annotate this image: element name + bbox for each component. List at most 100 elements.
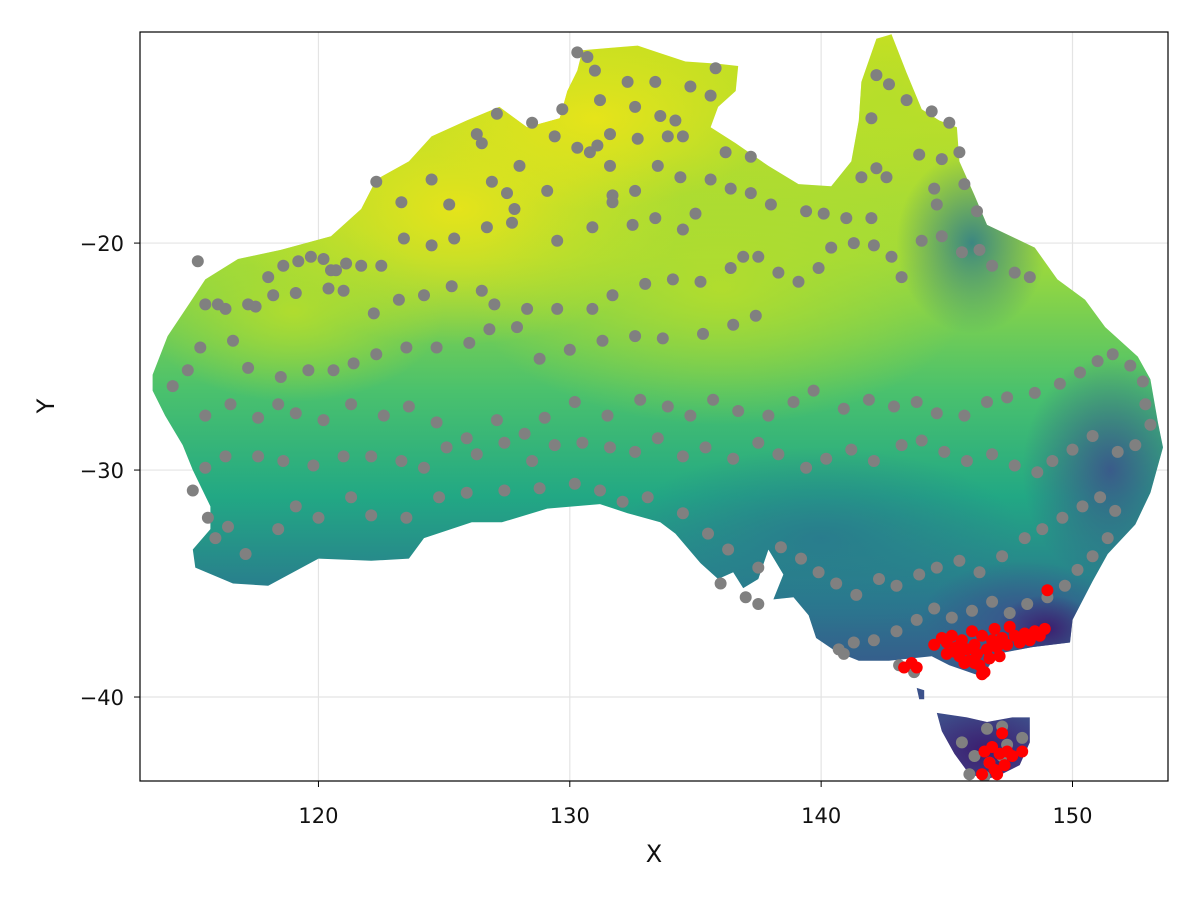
scatter-point (976, 668, 988, 681)
scatter-point (501, 187, 513, 200)
scatter-point (506, 216, 518, 229)
scatter-point (787, 396, 800, 408)
scatter-point (699, 441, 712, 454)
scatter-point (704, 89, 717, 102)
scatter-point (322, 282, 335, 295)
x-tick-label: 130 (550, 804, 590, 828)
scatter-point (1076, 500, 1089, 513)
scatter-point (812, 566, 825, 579)
scatter-point (983, 652, 996, 665)
scatter-point (752, 250, 765, 263)
scatter-point (867, 634, 880, 647)
scatter-point (340, 257, 353, 270)
scatter-point (513, 159, 526, 172)
scatter-point (317, 414, 330, 427)
scatter-point (727, 318, 740, 331)
scatter-point (1109, 504, 1122, 517)
scatter-point (327, 364, 340, 377)
scatter-point (795, 552, 807, 565)
scatter-point (1101, 532, 1114, 545)
scatter-point (986, 259, 999, 272)
scatter-point (702, 527, 714, 540)
scatter-point (752, 436, 765, 449)
scatter-point (1013, 636, 1026, 649)
scatter-point (772, 448, 785, 461)
scatter-point (392, 293, 405, 306)
scatter-point (490, 107, 503, 120)
scatter-point (395, 196, 408, 209)
scatter-point (289, 287, 302, 299)
scatter-point (242, 361, 255, 374)
scatter-point (960, 455, 973, 467)
scatter-point (661, 400, 674, 413)
scatter-point (418, 461, 430, 474)
scatter-point (498, 436, 511, 449)
scatter-point (998, 759, 1011, 772)
scatter-point (709, 62, 722, 75)
scatter-point (1008, 266, 1021, 279)
scatter-point (764, 198, 777, 211)
scatter-point (1066, 443, 1079, 456)
scatter-point (533, 352, 546, 365)
scatter-point (1094, 491, 1107, 504)
scatter-point (850, 588, 863, 601)
scatter-point (395, 455, 408, 467)
scatter-point (792, 275, 805, 288)
scatter-point (1028, 386, 1041, 399)
scatter-point (930, 407, 943, 420)
scatter-point (222, 520, 234, 533)
scatter-point (219, 302, 232, 315)
scatter-point (1001, 391, 1014, 404)
scatter-point (845, 443, 858, 456)
scatter-point (1038, 622, 1051, 635)
scatter-point (485, 175, 498, 188)
scatter-point (538, 411, 551, 424)
scatter-point (973, 243, 986, 256)
scatter-point (365, 509, 378, 522)
scatter-point (966, 604, 978, 617)
scatter-point (571, 46, 584, 59)
scatter-point (945, 611, 958, 624)
scatter-point (518, 427, 531, 440)
scatter-point (443, 198, 456, 211)
scatter-point (445, 280, 458, 293)
scatter-point (272, 523, 285, 536)
scatter-point (885, 250, 898, 263)
scatter-point (991, 641, 1004, 654)
scatter-point (194, 341, 207, 354)
scatter-point (289, 407, 302, 420)
scatter-point (855, 171, 868, 184)
scatter-point (847, 636, 860, 649)
scatter-point (219, 450, 232, 463)
scatter-point (689, 207, 702, 220)
scatter-point (993, 650, 1006, 663)
plot-frame (139, 31, 1169, 782)
scatter-point (475, 137, 488, 150)
scatter-point (1018, 532, 1031, 545)
scatter-point (511, 321, 523, 334)
scatter-point (433, 491, 446, 504)
scatter-point (749, 309, 762, 322)
scatter-point (913, 148, 926, 161)
scatter-point (425, 239, 438, 252)
scatter-point (981, 722, 993, 735)
scatter-point (345, 398, 358, 411)
scatter-point (277, 455, 290, 467)
scatter-point (1008, 459, 1021, 472)
scatter-point (958, 409, 971, 422)
scatter-point (604, 159, 616, 172)
scatter-point (1016, 731, 1029, 744)
scatter-point (1124, 359, 1137, 372)
scatter-point (568, 396, 581, 408)
scatter-point (548, 439, 561, 452)
scatter-point (201, 511, 214, 524)
scatter-point (900, 94, 913, 107)
scatter-point (940, 647, 953, 660)
scatter-point (739, 591, 752, 604)
scatter-point (252, 450, 265, 463)
scatter-point (935, 153, 948, 166)
scatter-point (930, 561, 943, 574)
scatter-point (626, 218, 639, 231)
scatter-point (347, 357, 360, 370)
scatter-point (925, 105, 938, 118)
